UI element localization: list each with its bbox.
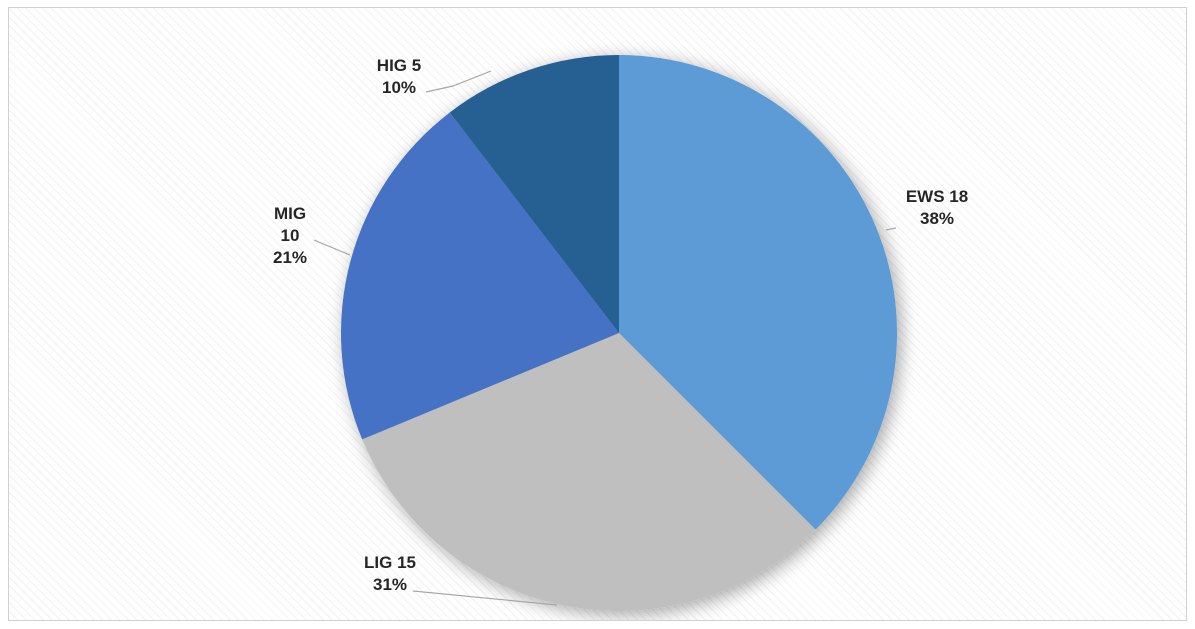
data-labels: EWS 18 38% LIG 15 31% MIG 10 21% HIG 5 10% — [273, 56, 968, 594]
data-label-line: 21% — [273, 248, 307, 267]
data-label-line: 10 — [281, 226, 300, 245]
pie-chart: EWS 18 38% LIG 15 31% MIG 10 21% HIG 5 10% — [273, 55, 968, 612]
data-label-mig: MIG 10 21% — [273, 204, 307, 267]
leader-line-lig — [412, 590, 558, 606]
data-label-line: LIG 15 — [364, 553, 416, 572]
leader-line-mig — [313, 239, 351, 256]
data-label-hig: HIG 5 10% — [377, 56, 421, 97]
pie-slice-ews — [619, 55, 898, 530]
data-label-line: HIG 5 — [377, 56, 421, 75]
data-label-line: EWS 18 — [906, 187, 968, 206]
leader-lines — [313, 70, 897, 606]
pie-slices — [340, 55, 898, 612]
data-label-line: 10% — [382, 78, 416, 97]
data-label-lig: LIG 15 31% — [364, 553, 416, 594]
leader-line-ews — [885, 227, 897, 231]
pie-slice-hig — [449, 55, 619, 333]
data-label-line: 38% — [920, 209, 954, 228]
data-label-line: 31% — [373, 575, 407, 594]
pie-slice-lig — [362, 333, 816, 612]
data-label-ews: EWS 18 38% — [906, 187, 968, 228]
data-label-line: MIG — [274, 204, 306, 223]
chart-frame: EWS 18 38% LIG 15 31% MIG 10 21% HIG 5 10% — [8, 7, 1187, 621]
pie-slice-mig — [340, 112, 619, 440]
leader-line-hig — [425, 70, 492, 93]
